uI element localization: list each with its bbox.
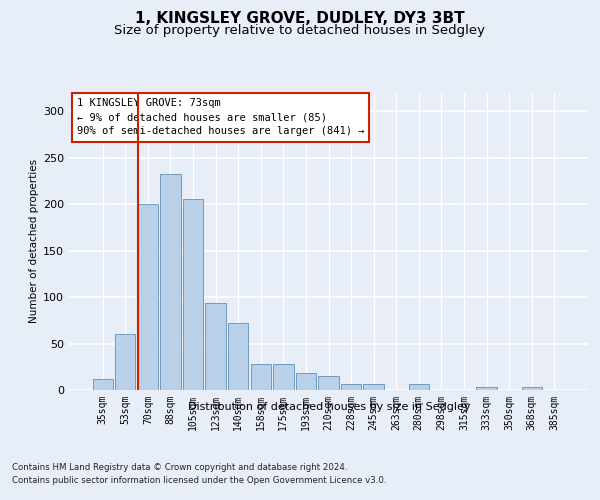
- Bar: [319, 376, 338, 390]
- Bar: [521, 387, 542, 390]
- Bar: [476, 387, 497, 390]
- Bar: [205, 302, 226, 390]
- Y-axis label: Number of detached properties: Number of detached properties: [29, 159, 39, 324]
- Bar: [296, 374, 316, 390]
- Text: 1 KINGSLEY GROVE: 73sqm
← 9% of detached houses are smaller (85)
90% of semi-det: 1 KINGSLEY GROVE: 73sqm ← 9% of detached…: [77, 98, 364, 136]
- Bar: [251, 364, 271, 390]
- Text: 1, KINGSLEY GROVE, DUDLEY, DY3 3BT: 1, KINGSLEY GROVE, DUDLEY, DY3 3BT: [135, 11, 465, 26]
- Bar: [409, 384, 429, 390]
- Text: Contains public sector information licensed under the Open Government Licence v3: Contains public sector information licen…: [12, 476, 386, 485]
- Bar: [138, 204, 158, 390]
- Bar: [115, 334, 136, 390]
- Bar: [341, 384, 361, 390]
- Bar: [160, 174, 181, 390]
- Text: Contains HM Land Registry data © Crown copyright and database right 2024.: Contains HM Land Registry data © Crown c…: [12, 462, 347, 471]
- Bar: [228, 323, 248, 390]
- Text: Size of property relative to detached houses in Sedgley: Size of property relative to detached ho…: [115, 24, 485, 37]
- Text: Distribution of detached houses by size in Sedgley: Distribution of detached houses by size …: [188, 402, 470, 412]
- Bar: [364, 384, 384, 390]
- Bar: [183, 200, 203, 390]
- Bar: [273, 364, 293, 390]
- Bar: [92, 379, 113, 390]
